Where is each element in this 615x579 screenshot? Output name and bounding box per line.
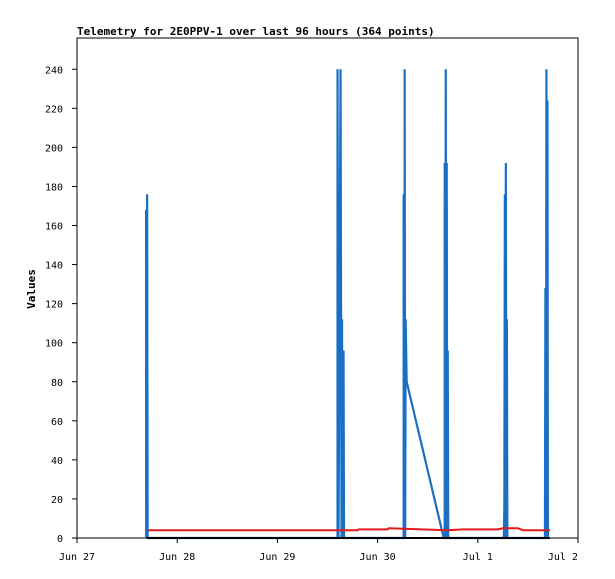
y-tick-label: 140: [45, 261, 63, 272]
y-tick-label: 60: [51, 417, 63, 428]
x-tick-label: Jun 29: [259, 552, 295, 563]
y-tick-label: 240: [45, 65, 63, 76]
y-tick-label: 80: [51, 378, 63, 389]
series-spikes: [145, 69, 550, 540]
x-axis-ticks: Jun 27 Jun 28 Jun 29 Jun 30 Jul 1 Jul 2: [59, 538, 579, 563]
x-tick-label: Jul 1: [463, 552, 493, 563]
y-tick-label: 40: [51, 456, 63, 467]
y-tick-label: 100: [45, 339, 63, 350]
y-tick-label: 220: [45, 104, 63, 115]
y-tick-label: 160: [45, 222, 63, 233]
y-axis-ticks: 0 20 40 60 80 100 120 140 160 180 200 220 240: [45, 65, 77, 545]
chart-title: Telemetry for 2E0PPV-1 over last 96 hour…: [77, 25, 435, 38]
y-tick-label: 20: [51, 495, 63, 506]
x-tick-label: Jun 28: [159, 552, 195, 563]
y-tick-label: 180: [45, 182, 63, 193]
x-tick-label: Jun 27: [59, 552, 95, 563]
y-tick-label: 200: [45, 143, 63, 154]
series-red-line: [147, 527, 550, 532]
y-tick-label: 0: [57, 534, 63, 545]
y-axis-label: Values: [25, 269, 38, 309]
x-tick-label: Jul 2: [548, 552, 578, 563]
y-tick-label: 120: [45, 300, 63, 311]
x-tick-label: Jun 30: [360, 552, 396, 563]
plot-frame: [76, 37, 579, 539]
